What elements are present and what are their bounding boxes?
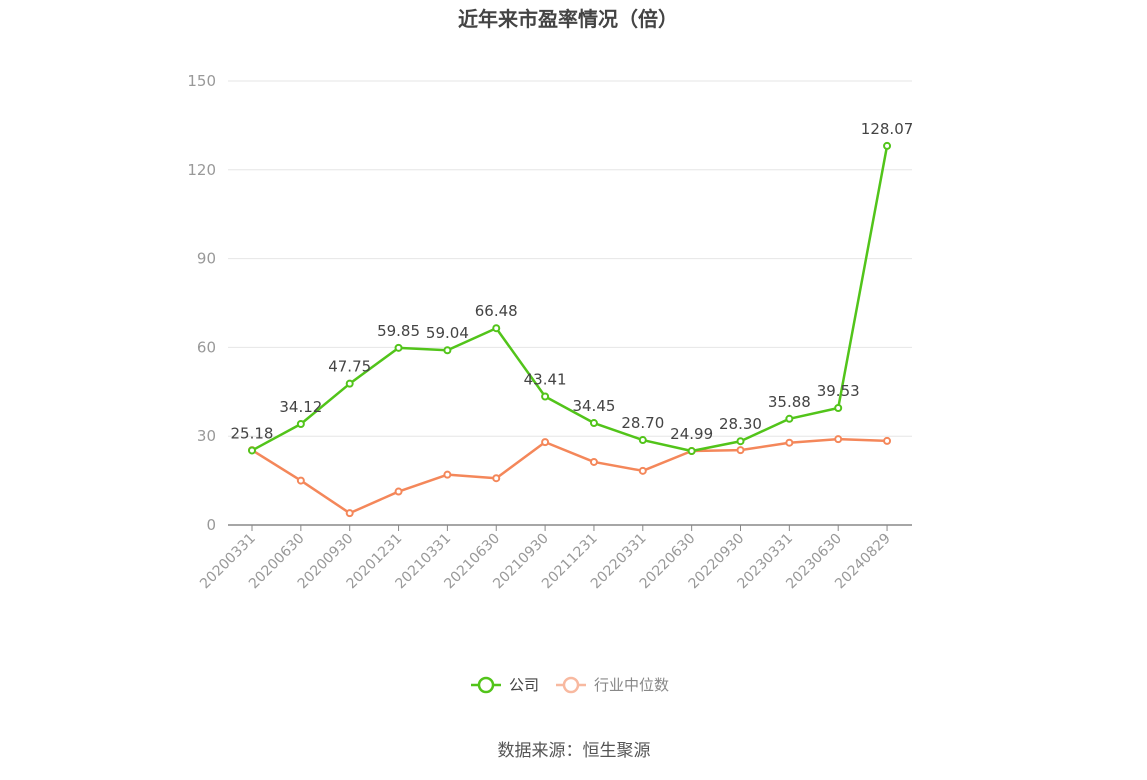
chart-title: 近年来市盈率情况（倍） <box>458 7 678 31</box>
data-point <box>296 420 305 429</box>
data-label: 24.99 <box>670 425 713 443</box>
data-point <box>883 141 892 150</box>
data-point <box>785 414 794 423</box>
data-source: 数据来源：恒生聚源 <box>498 741 651 761</box>
y-tick-label: 0 <box>206 516 216 534</box>
grid-layer <box>228 80 912 437</box>
data-point <box>638 436 647 445</box>
legend-item-company[interactable]: 公司 <box>471 676 539 694</box>
data-label: 59.04 <box>426 324 469 342</box>
data-point <box>394 343 403 352</box>
axis-layer: 0306090120150202003312020063020200930202… <box>187 72 912 592</box>
label-layer: 25.18 34.12 47.75 59.85 59.04 66.48 43.41 34.45… <box>231 120 914 443</box>
data-label: 66.48 <box>475 302 518 320</box>
legend-item-industry-median[interactable]: 行业中位数 <box>556 676 669 694</box>
data-label: 43.41 <box>524 371 567 389</box>
data-point <box>687 447 696 456</box>
data-point <box>541 438 550 447</box>
data-point <box>736 437 745 446</box>
series-line-company <box>250 144 889 453</box>
data-point <box>394 487 403 496</box>
y-tick-label: 60 <box>197 338 216 356</box>
data-label: 128.07 <box>861 120 914 138</box>
data-point <box>345 509 354 518</box>
data-point <box>883 436 892 445</box>
data-point <box>834 403 843 412</box>
data-label: 47.75 <box>328 358 371 376</box>
data-label: 28.70 <box>621 414 664 432</box>
data-label: 39.53 <box>817 382 860 400</box>
y-tick-label: 120 <box>187 161 216 179</box>
data-label: 34.45 <box>572 397 615 415</box>
data-label: 25.18 <box>231 424 274 442</box>
data-point <box>736 446 745 455</box>
data-point <box>248 446 256 455</box>
data-point <box>589 457 598 466</box>
series-layer <box>248 141 892 518</box>
data-point <box>834 435 843 444</box>
data-label: 28.30 <box>719 415 762 433</box>
data-point <box>296 476 305 485</box>
data-point <box>443 346 452 355</box>
data-label: 59.85 <box>377 322 420 340</box>
series-line-industry-median <box>250 437 889 515</box>
legend-marker-icon <box>562 676 580 694</box>
legend: 公司 行业中位数 <box>471 676 669 694</box>
data-point <box>492 474 501 483</box>
legend-label: 公司 <box>509 676 539 694</box>
data-point <box>541 392 550 401</box>
data-point <box>785 438 794 447</box>
data-point <box>589 419 598 428</box>
y-tick-label: 30 <box>197 427 216 445</box>
data-point <box>345 379 354 388</box>
legend-marker-icon <box>477 676 495 694</box>
y-tick-label: 150 <box>187 72 216 90</box>
data-label: 35.88 <box>768 393 811 411</box>
data-label: 34.12 <box>279 398 322 416</box>
legend-label: 行业中位数 <box>594 676 669 694</box>
data-point <box>638 466 647 475</box>
data-point <box>443 470 452 479</box>
data-point <box>492 324 501 333</box>
y-tick-label: 90 <box>197 250 216 268</box>
